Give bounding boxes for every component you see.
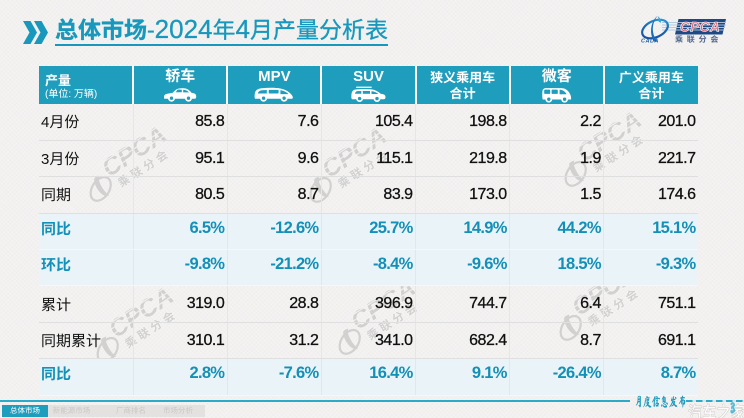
- svg-text:CPCA: CPCA: [680, 20, 720, 35]
- svg-text:乘联分会: 乘联分会: [675, 34, 722, 45]
- svg-text:CADA: CADA: [641, 39, 659, 45]
